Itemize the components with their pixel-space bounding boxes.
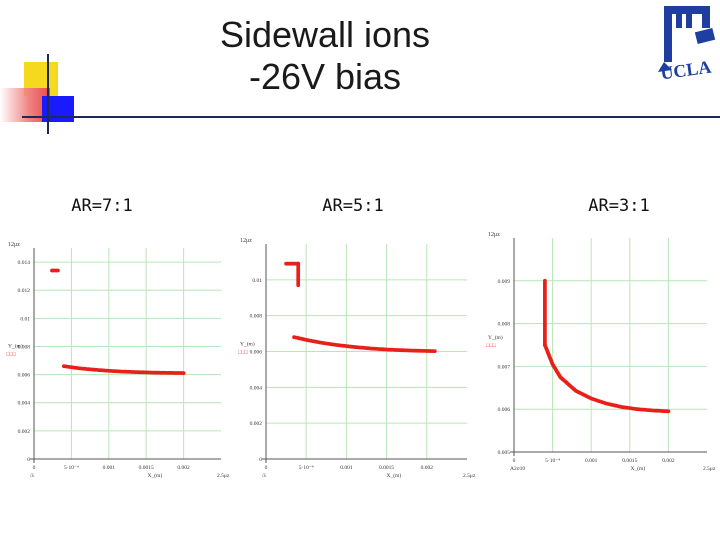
x-tick-label: 0 bbox=[513, 458, 516, 464]
y-tick-label: 0.014 bbox=[18, 260, 31, 266]
x-tick-label: 0.0015 bbox=[379, 465, 394, 471]
y-axis-title: 12μz bbox=[240, 238, 252, 244]
y-tick-label: 0 bbox=[259, 457, 262, 463]
y-axis-label: Y_(m) bbox=[240, 341, 255, 348]
corner-label: /λ bbox=[30, 473, 35, 479]
y-tick-label: 0.002 bbox=[18, 429, 31, 435]
y-tick-label: 0.008 bbox=[18, 344, 31, 350]
legend-marker: □□□ bbox=[238, 350, 249, 356]
y-tick-label: 0.004 bbox=[250, 385, 263, 391]
y-tick-label: 0.006 bbox=[498, 407, 511, 413]
x-tick-label: 5·10⁻⁴ bbox=[64, 465, 79, 471]
y-tick-label: 0.008 bbox=[498, 322, 511, 328]
panel-label-ar5: AR=5:1 bbox=[322, 196, 384, 216]
corner-label: /λ bbox=[262, 473, 267, 479]
y-axis-title: 12μz bbox=[8, 242, 20, 248]
x-axis-label: X_(m) bbox=[631, 465, 646, 472]
x-axis-label: X_(m) bbox=[387, 472, 402, 479]
x-tick-label: 0.001 bbox=[585, 458, 598, 464]
chart-ar7: 0 0.002 0.004 0.006 0.008 0.01 0.012 0.014 0 5·10… bbox=[6, 242, 230, 479]
y-tick-label: 0.002 bbox=[250, 421, 263, 427]
data-point bbox=[56, 268, 60, 273]
slide-title: Sidewall ions -26V bias bbox=[190, 14, 460, 98]
decor-horizontal-rule bbox=[22, 116, 720, 118]
x-axis-label: X_(m) bbox=[148, 472, 163, 479]
y-tick-label: 0.005 bbox=[498, 450, 511, 456]
slide-title-line-1: Sidewall ions bbox=[219, 14, 431, 55]
x-tick-label: 0.0015 bbox=[139, 465, 154, 471]
ucla-logo: UCLA bbox=[658, 6, 716, 82]
x-tick-label: 0.002 bbox=[177, 465, 190, 471]
y-tick-label: 0.009 bbox=[498, 279, 511, 285]
x-tick-label: 0.001 bbox=[340, 465, 353, 471]
data-point bbox=[296, 261, 301, 266]
x-tick-label: 0 bbox=[265, 465, 268, 471]
corner-label: A2σ10 bbox=[510, 466, 525, 472]
legend-marker: □□□ bbox=[6, 352, 17, 358]
y-tick-label: 0.012 bbox=[18, 288, 31, 294]
y-tick-label: 0.006 bbox=[250, 350, 263, 356]
y-axis-title: 12μz bbox=[488, 232, 500, 238]
y-tick-label: 0.01 bbox=[252, 278, 262, 284]
chart-ar5: 0 0.002 0.004 0.006 0.008 0.01 0 5·10⁻⁴ 0.001 0.0… bbox=[238, 238, 476, 479]
y-tick-label: 0 bbox=[27, 457, 30, 463]
panel-label-ar3: AR=3:1 bbox=[588, 196, 650, 216]
x-tick-label: 0.002 bbox=[662, 458, 675, 464]
y-tick-label: 0.008 bbox=[250, 314, 263, 320]
x-unit-label: 2.5μz bbox=[703, 466, 716, 472]
x-tick-label: 5·10⁻⁴ bbox=[299, 465, 314, 471]
x-unit-label: 2.5μz bbox=[463, 473, 476, 479]
legend-marker: □□□ bbox=[486, 343, 497, 349]
data-point bbox=[181, 371, 186, 375]
decor-vertical-rule bbox=[47, 54, 49, 134]
y-axis-label: Y_(m) bbox=[8, 343, 23, 350]
panel-label-ar7: AR=7:1 bbox=[71, 196, 133, 216]
y-axis-label: Y_(m) bbox=[488, 334, 503, 341]
y-tick-label: 0.004 bbox=[18, 401, 31, 407]
x-tick-label: 5·10⁻⁴ bbox=[545, 458, 560, 464]
y-tick-label: 0.01 bbox=[20, 316, 30, 322]
data-point bbox=[432, 349, 437, 353]
slide-title-line-2: -26V bias bbox=[248, 56, 402, 97]
x-tick-label: 0.001 bbox=[103, 465, 116, 471]
x-tick-label: 0.002 bbox=[421, 465, 434, 471]
data-point bbox=[296, 283, 301, 288]
x-unit-label: 2.5μz bbox=[217, 473, 230, 479]
data-point bbox=[666, 409, 671, 414]
y-tick-label: 0.006 bbox=[18, 373, 31, 379]
chart-ar3: 0.005 0.006 0.007 0.008 0.009 0 5·10⁻⁴ 0.001 0.0… bbox=[486, 232, 716, 472]
x-tick-label: 0 bbox=[33, 465, 36, 471]
x-tick-label: 0.0015 bbox=[622, 458, 637, 464]
y-tick-label: 0.007 bbox=[498, 364, 511, 370]
